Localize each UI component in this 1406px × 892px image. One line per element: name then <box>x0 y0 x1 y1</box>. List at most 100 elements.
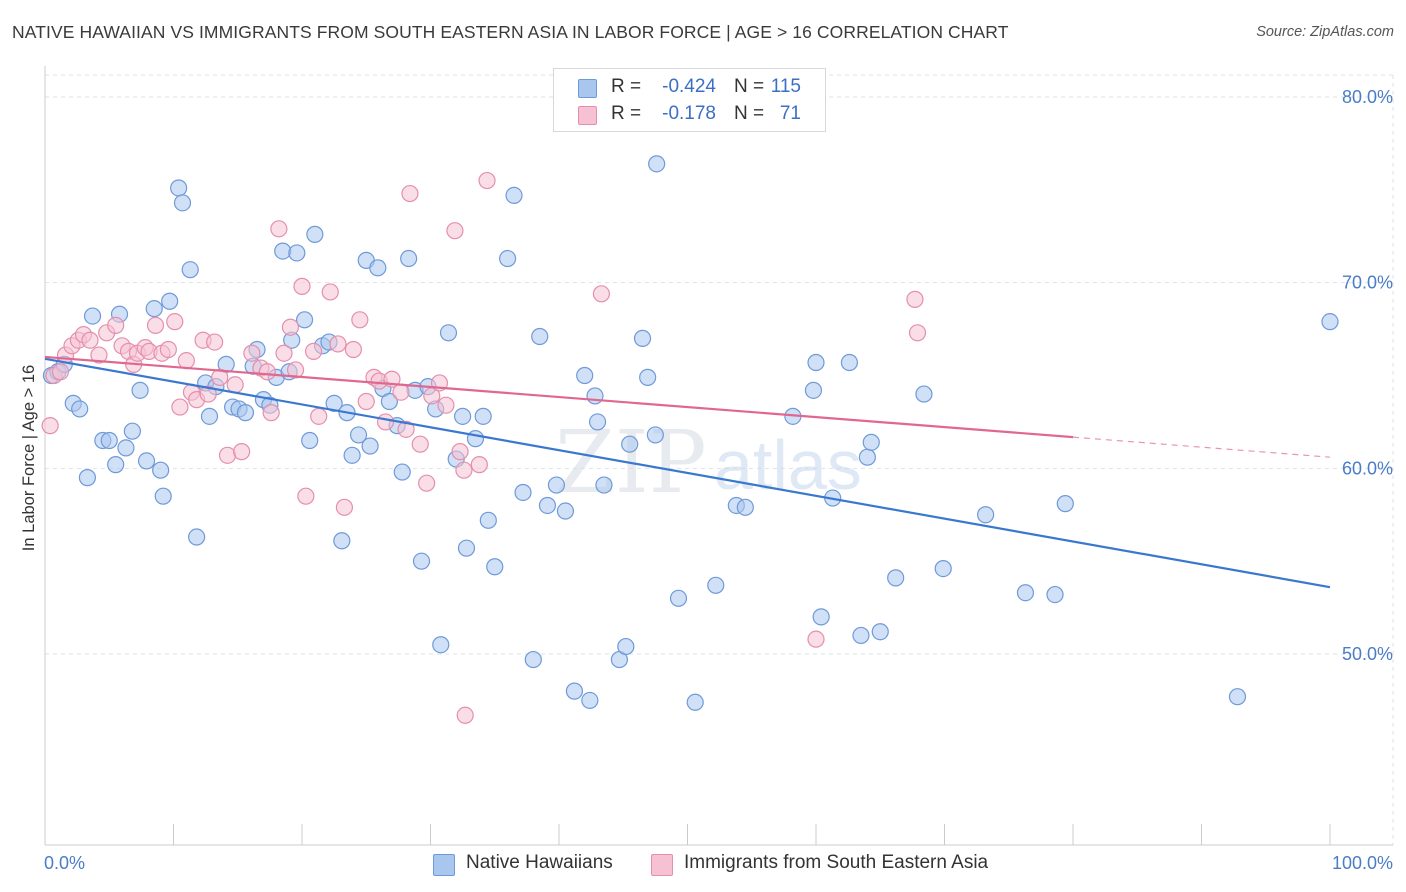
data-point <box>1016 584 1035 602</box>
y-tick-labels: 50.0% 60.0% 70.0% 80.0% <box>1342 87 1393 664</box>
data-point <box>887 569 905 587</box>
legend-r-value: -0.424 <box>662 76 716 97</box>
data-point <box>592 285 611 303</box>
data-point <box>188 528 206 546</box>
data-point <box>588 413 607 431</box>
data-point <box>418 474 436 492</box>
data-point <box>906 290 924 308</box>
data-point <box>262 404 280 422</box>
data-point <box>556 502 575 520</box>
data-point <box>233 443 251 461</box>
data-point <box>146 316 165 334</box>
data-point <box>159 340 177 359</box>
data-point <box>297 487 315 505</box>
data-point <box>686 693 704 711</box>
data-point <box>1056 495 1074 513</box>
data-point <box>977 506 995 524</box>
data-point <box>478 171 496 190</box>
trend-line-immigrants-extrapolated <box>1072 436 1331 458</box>
data-point <box>538 496 557 515</box>
data-point <box>1228 688 1247 706</box>
data-point <box>586 387 604 405</box>
legend-n-label: N = <box>734 76 765 97</box>
data-point <box>840 353 859 372</box>
data-point <box>531 327 549 346</box>
x-tick-label: 100.0% <box>1332 853 1393 873</box>
data-point <box>288 244 306 262</box>
data-point <box>807 353 825 372</box>
data-point <box>181 261 199 279</box>
grid-lines <box>45 74 1394 845</box>
data-point <box>306 225 324 243</box>
data-point <box>934 559 952 578</box>
data-point <box>177 352 195 370</box>
data-point <box>456 706 474 724</box>
watermark-atlas: atlas <box>714 426 862 504</box>
data-point <box>547 476 566 494</box>
data-point <box>514 483 532 502</box>
data-point <box>505 186 523 205</box>
data-point <box>446 222 464 240</box>
data-point <box>361 437 379 455</box>
data-point <box>812 608 830 626</box>
data-point <box>581 691 599 710</box>
bottom-legend-swatch-blue <box>433 854 455 876</box>
data-point <box>329 335 347 353</box>
data-point <box>200 407 219 425</box>
data-point <box>621 435 639 453</box>
legend-n-value: 115 <box>770 76 801 97</box>
data-point <box>457 539 476 557</box>
data-point <box>166 313 184 331</box>
data-point <box>400 249 418 268</box>
data-point <box>871 623 889 641</box>
data-point <box>397 420 415 438</box>
data-point <box>258 363 276 381</box>
data-point <box>908 324 927 342</box>
data-point <box>1046 585 1064 604</box>
legend-n-label: N = <box>734 103 765 124</box>
data-point <box>454 407 472 425</box>
data-point <box>281 318 300 336</box>
data-point <box>648 155 666 173</box>
data-point <box>646 426 664 444</box>
data-point <box>736 498 754 516</box>
legend-n-value: 71 <box>779 103 801 124</box>
data-point <box>392 383 410 401</box>
data-point <box>310 407 328 425</box>
data-point <box>393 463 411 481</box>
data-point <box>344 340 362 359</box>
y-tick-label: 80.0% <box>1342 87 1393 107</box>
data-point <box>437 396 455 414</box>
data-point <box>369 259 387 277</box>
data-point <box>90 346 108 364</box>
data-point <box>117 439 135 457</box>
data-point <box>145 300 163 318</box>
data-point <box>81 331 99 349</box>
data-point <box>807 630 825 648</box>
data-point <box>411 435 429 453</box>
data-point <box>455 461 473 479</box>
bottom-legend-swatch-pink <box>651 854 673 876</box>
bottom-legend-label: Immigrants from South Eastern Asia <box>684 852 989 873</box>
data-point <box>236 404 255 422</box>
data-point <box>137 452 156 470</box>
data-point <box>412 552 431 570</box>
watermark: ZIP atlas <box>555 413 862 513</box>
bottom-legend-label: Native Hawaiians <box>466 852 613 873</box>
data-point <box>499 249 517 268</box>
data-point <box>617 637 635 656</box>
data-point <box>173 194 192 212</box>
data-point <box>576 366 594 385</box>
data-point <box>211 368 229 386</box>
data-point <box>325 394 343 412</box>
data-point <box>51 363 70 381</box>
x-tick-labels: 0.0% 100.0% <box>44 853 1393 873</box>
data-point <box>357 392 375 411</box>
data-point <box>161 292 179 310</box>
data-point <box>633 329 652 347</box>
data-point <box>123 422 141 440</box>
data-point <box>380 392 398 411</box>
legend-swatch-pink <box>578 106 597 125</box>
data-point <box>275 344 293 362</box>
data-point <box>295 311 314 329</box>
